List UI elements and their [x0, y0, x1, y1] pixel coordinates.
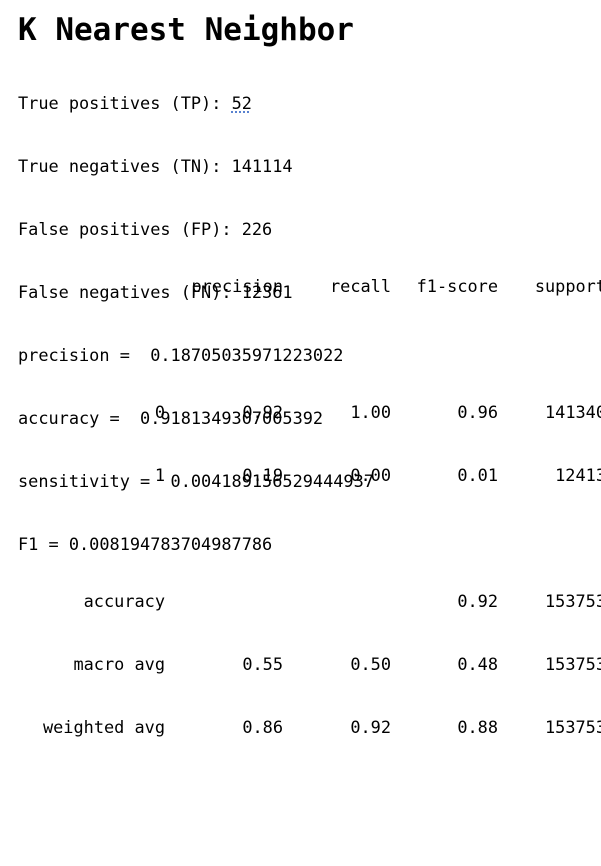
- row-label: 0: [154, 402, 165, 422]
- report-row-class-0: 0 0.92 1.00 0.96 141340: [18, 401, 601, 424]
- false-negatives-line: False negatives (FN): 12361: [18, 282, 293, 302]
- header-recall: recall: [329, 276, 391, 296]
- header-precision: precision: [191, 276, 283, 296]
- false-positives-line: False positives (FP): 226: [18, 219, 273, 239]
- report-row-accuracy: accuracy 0.92 153753: [18, 590, 601, 613]
- row-precision: 0.92: [242, 402, 283, 422]
- row-label: macro avg: [73, 654, 165, 674]
- row-label: weighted avg: [42, 717, 165, 737]
- row-f1-score: 0.92: [457, 591, 498, 611]
- header-f1-score: f1-score: [416, 276, 498, 296]
- row-precision: 0.55: [242, 654, 283, 674]
- true-positives-line: True positives (TP): 52: [18, 92, 374, 115]
- report-spacer: [18, 338, 601, 361]
- notebook-output: K Nearest Neighbor True positives (TP): …: [18, 12, 601, 737]
- row-support: 153753: [544, 654, 601, 674]
- row-support: 12413: [555, 465, 601, 485]
- report-spacer: [18, 527, 601, 550]
- page-title: K Nearest Neighbor: [18, 12, 354, 48]
- row-precision: 0.86: [242, 717, 283, 737]
- report-row-class-1: 1 0.19 0.00 0.01 12413: [18, 464, 601, 487]
- true-positives-value: 52: [231, 93, 252, 113]
- header-support: support: [534, 276, 601, 296]
- row-support: 153753: [544, 591, 601, 611]
- report-row-macro-avg: macro avg 0.55 0.50 0.48 153753: [18, 653, 601, 676]
- row-f1-score: 0.48: [457, 654, 498, 674]
- row-precision: 0.19: [242, 465, 283, 485]
- precision-line: precision = 0.18705035971223022: [18, 345, 344, 365]
- row-recall: 0.00: [350, 465, 391, 485]
- report-header-row: precision recall f1-score support: [18, 275, 601, 298]
- row-support: 141340: [544, 402, 601, 422]
- row-f1-score: 0.88: [457, 717, 498, 737]
- true-negatives-line: True negatives (TN): 141114: [18, 156, 293, 176]
- row-recall: 0.50: [350, 654, 391, 674]
- row-f1-score: 0.01: [457, 465, 498, 485]
- classification-report: precision recall f1-score support 0 0.92…: [18, 235, 601, 779]
- report-row-weighted-avg: weighted avg 0.86 0.92 0.88 153753: [18, 716, 601, 739]
- accuracy-line: accuracy = 0.9181349307005392: [18, 408, 324, 428]
- row-label: accuracy: [83, 591, 165, 611]
- row-f1-score: 0.96: [457, 402, 498, 422]
- true-positives-label: True positives (TP):: [18, 93, 232, 113]
- row-label: 1: [154, 465, 165, 485]
- row-support: 153753: [544, 717, 601, 737]
- row-recall: 0.92: [350, 717, 391, 737]
- row-recall: 1.00: [350, 402, 391, 422]
